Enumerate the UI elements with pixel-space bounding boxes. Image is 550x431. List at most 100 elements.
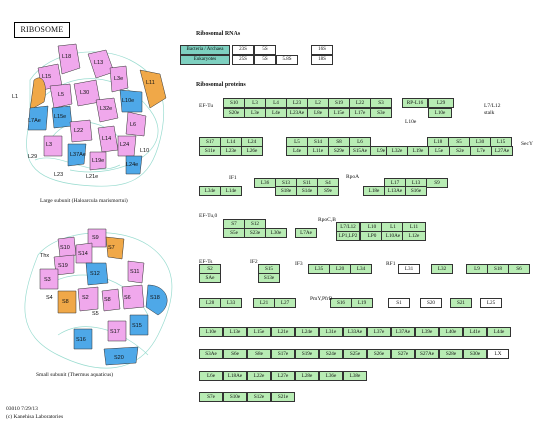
protein-box-l21[interactable]: L21 (253, 298, 275, 308)
protein-box-l37ae[interactable]: L37Ae (391, 327, 415, 337)
protein-box-l18e[interactable]: L18e (363, 186, 385, 196)
protein-box-s19[interactable]: S19 (328, 98, 350, 108)
protein-box-l24e[interactable]: L24e (295, 327, 319, 337)
protein-box-s28e[interactable]: S28e (439, 349, 463, 359)
protein-box-s26e[interactable]: S26e (367, 349, 391, 359)
protein-box-s15ae[interactable]: S15Ae (349, 146, 371, 156)
protein-box-l31e[interactable]: L31e (319, 327, 343, 337)
protein-box-s6[interactable]: S6 (508, 264, 530, 274)
protein-box-l13ae[interactable]: L13Ae (384, 186, 406, 196)
protein-box-s17e[interactable]: S17e (271, 349, 295, 359)
protein-box-l3[interactable]: L3 (244, 98, 266, 108)
protein-box-s16[interactable]: S16 (330, 298, 352, 308)
protein-box-l44e[interactable]: L44e (487, 327, 511, 337)
protein-box-s20e[interactable]: S20e (223, 108, 245, 118)
protein-box-l7ae[interactable]: L7Ae (295, 228, 317, 238)
protein-box-s27e[interactable]: S27e (391, 349, 415, 359)
protein-box-l15e[interactable]: L15e (247, 327, 271, 337)
protein-box-s24e[interactable]: S24e (319, 349, 343, 359)
protein-box-l34[interactable]: L34 (350, 264, 372, 274)
protein-box-l34e[interactable]: L34e (199, 186, 221, 196)
protein-box-l36[interactable]: L36 (254, 178, 276, 188)
protein-box-l35[interactable]: L35 (308, 264, 330, 274)
protein-box-l22[interactable]: L22 (349, 98, 371, 108)
protein-box-l32e[interactable]: L32e (386, 146, 408, 156)
protein-box-l33ae[interactable]: L33Ae (343, 327, 367, 337)
protein-box-l23e[interactable]: L23e (220, 146, 242, 156)
protein-box-l31[interactable]: L31 (398, 264, 420, 274)
protein-box-s29e[interactable]: S29e (328, 146, 350, 156)
protein-box-s19e[interactable]: S19e (295, 349, 319, 359)
protein-box-l4e[interactable]: L4e (286, 146, 308, 156)
protein-box-s18[interactable]: S18 (487, 264, 509, 274)
protein-box-s21e[interactable]: S21e (271, 392, 295, 402)
protein-box-s20[interactable]: S20 (420, 298, 442, 308)
protein-box-l30e[interactable]: L30e (265, 228, 287, 238)
protein-box-s13e[interactable]: S13e (258, 273, 280, 283)
protein-box-l39e[interactable]: L39e (415, 327, 439, 337)
protein-box-s8e[interactable]: S8e (247, 349, 271, 359)
rna-23s[interactable]: 23S (232, 45, 254, 55)
protein-box-l8e[interactable]: L8e (307, 108, 329, 118)
protein-box-s12e[interactable]: S12e (247, 392, 271, 402)
protein-box-s3[interactable]: S3 (370, 98, 392, 108)
protein-box-l19[interactable]: L19 (351, 298, 373, 308)
protein-box-l27e[interactable]: L27e (271, 371, 295, 381)
protein-box-l4e[interactable]: L4e (265, 108, 287, 118)
protein-box-l6e[interactable]: L6e (199, 371, 223, 381)
protein-box-s21[interactable]: S21 (450, 298, 472, 308)
protein-box-l2[interactable]: L2 (307, 98, 329, 108)
protein-box-l19e[interactable]: L19e (407, 146, 429, 156)
protein-box-l38e[interactable]: L38e (343, 371, 367, 381)
protein-box-l11e[interactable]: L11e (307, 146, 329, 156)
protein-box-l17e[interactable]: L17e (349, 108, 371, 118)
rna-18s[interactable]: 18S (311, 55, 333, 65)
protein-box-s10e[interactable]: S10e (223, 392, 247, 402)
protein-box-s16e[interactable]: S16e (405, 186, 427, 196)
protein-box-lp1-lp2[interactable]: LP1,LP2 (336, 231, 360, 241)
protein-box-l25[interactable]: L25 (480, 298, 502, 308)
rna-25s[interactable]: 25S (232, 55, 254, 65)
protein-box-l9[interactable]: L9 (466, 264, 488, 274)
protein-box-s2e[interactable]: S2e (449, 146, 471, 156)
protein-box-l27[interactable]: L27 (274, 298, 296, 308)
protein-box-rp-l16[interactable]: RP-L16 (402, 98, 428, 108)
protein-box-l13e[interactable]: L13e (223, 327, 247, 337)
protein-box-s3e[interactable]: S3e (370, 108, 392, 118)
protein-box-l18ae[interactable]: L18Ae (223, 371, 247, 381)
protein-box-s3ae[interactable]: S3Ae (199, 349, 223, 359)
protein-box-l29[interactable]: L29 (428, 98, 454, 108)
rna-5s[interactable]: 5S (254, 45, 276, 55)
protein-box-lx[interactable]: LX (487, 349, 509, 359)
protein-box-l10e[interactable]: L10e (199, 327, 223, 337)
protein-box-l23ae[interactable]: L23Ae (286, 108, 308, 118)
protein-box-l21e[interactable]: L21e (271, 327, 295, 337)
protein-box-s27ae[interactable]: S27Ae (415, 349, 439, 359)
protein-box-l20[interactable]: L20 (329, 264, 351, 274)
protein-box-s30e[interactable]: S30e (463, 349, 487, 359)
protein-box-l4[interactable]: L4 (265, 98, 287, 108)
protein-box-sae[interactable]: SAe (199, 273, 221, 283)
rna-16s[interactable]: 16S (311, 45, 333, 55)
protein-box-l37e[interactable]: L37e (367, 327, 391, 337)
protein-box-l5e[interactable]: L5e (428, 146, 450, 156)
protein-box-s11e[interactable]: S11e (199, 146, 221, 156)
protein-box-l23[interactable]: L23 (286, 98, 308, 108)
protein-box-l7e[interactable]: L7e (470, 146, 492, 156)
protein-box-s9[interactable]: S9 (426, 178, 448, 188)
protein-box-s6e[interactable]: S6e (223, 349, 247, 359)
protein-box-l32[interactable]: L32 (431, 264, 453, 274)
protein-box-l28[interactable]: L28 (199, 298, 221, 308)
protein-box-l28e[interactable]: L28e (295, 371, 319, 381)
protein-box-l26e[interactable]: L26e (241, 146, 263, 156)
protein-box-l15e[interactable]: L15e (328, 108, 350, 118)
protein-box-l3e[interactable]: L3e (244, 108, 266, 118)
protein-box-s10[interactable]: S10 (223, 98, 245, 108)
protein-box-l41e[interactable]: L41e (463, 327, 487, 337)
protein-box-l33[interactable]: L33 (220, 298, 242, 308)
rna-5s-euk[interactable]: 5S (254, 55, 276, 65)
protein-box-s5e[interactable]: S5e (223, 228, 245, 238)
protein-box-s1[interactable]: S1 (388, 298, 410, 308)
protein-box-l10e[interactable]: L10e (428, 108, 452, 118)
rna-5-8s[interactable]: 5.8S (276, 55, 298, 65)
